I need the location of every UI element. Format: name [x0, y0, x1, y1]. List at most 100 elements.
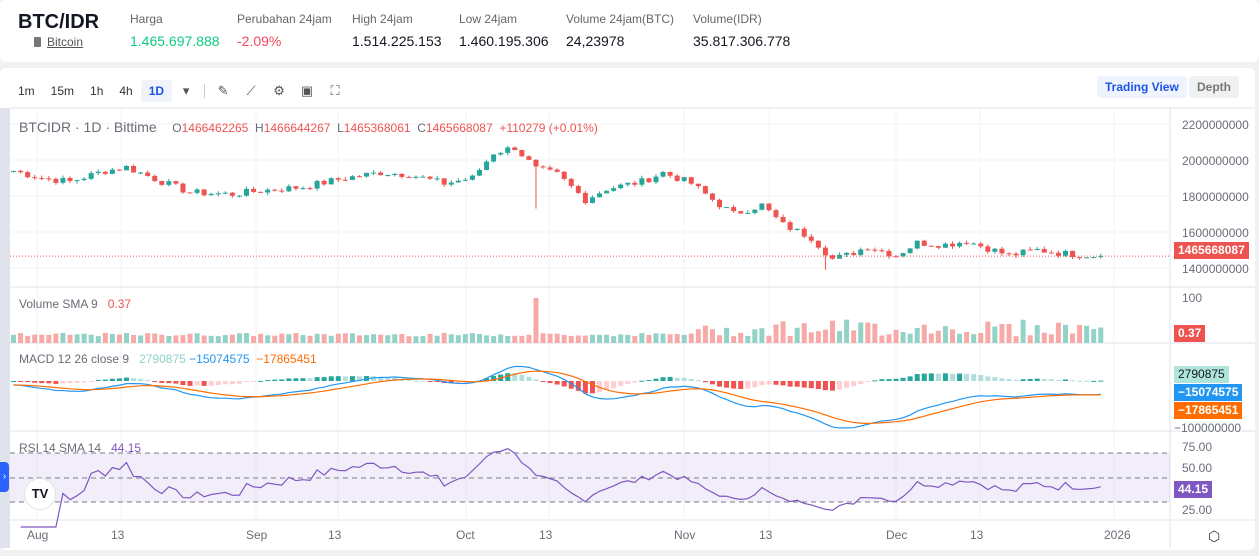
macd-histogram-bar [787, 381, 793, 387]
candle [385, 175, 391, 177]
volume-bar [208, 335, 214, 343]
coin-link[interactable]: Bitcoin [34, 35, 83, 49]
candle [893, 256, 899, 258]
volume-bar [194, 333, 200, 343]
macd-axis-label: −100000000 [1174, 421, 1242, 435]
tradingview-logo[interactable]: TV [24, 478, 56, 510]
interval-1d[interactable]: 1D [140, 80, 173, 102]
candle [187, 192, 193, 194]
volume-bar [999, 324, 1005, 343]
candle [822, 247, 828, 256]
candle [681, 177, 687, 181]
macd-histogram-bar [950, 373, 956, 381]
macd-histogram-bar [131, 378, 137, 381]
candle [589, 197, 595, 204]
chevron-down-icon[interactable]: ▾ [182, 83, 190, 98]
volume-bar [152, 333, 158, 343]
volume-bar [575, 335, 581, 343]
macd-histogram-bar [32, 381, 38, 383]
macd-histogram-bar [914, 374, 920, 381]
volume-value: 0.37 [107, 297, 132, 311]
volume-bar [244, 333, 250, 343]
interval-1h[interactable]: 1h [90, 84, 104, 98]
macd-histogram-bar [893, 378, 899, 381]
volume-bar [286, 334, 292, 343]
macd-histogram-bar [773, 381, 779, 385]
interval-1m[interactable]: 1m [18, 84, 35, 98]
time-axis-label: Dec [886, 528, 908, 542]
divider [204, 84, 206, 98]
candle [999, 248, 1005, 254]
volume-bar [893, 329, 899, 343]
candle [667, 171, 673, 176]
interval-4h[interactable]: 4h [119, 84, 133, 98]
rsi-axis-50: 50.00 [1182, 461, 1213, 475]
stat-value: 1.460.195.306 [459, 33, 549, 49]
volume-bar [222, 335, 228, 343]
coin-name[interactable]: Bitcoin [47, 35, 84, 49]
macd-histogram-bar [829, 381, 835, 391]
trading-view-button[interactable]: Trading View [1097, 76, 1187, 98]
volume-bar [1020, 319, 1026, 343]
macd-histogram-bar [780, 381, 786, 386]
candle [801, 228, 807, 237]
candle [39, 178, 45, 180]
candle [258, 191, 264, 193]
macd-histogram-bar [702, 381, 708, 383]
macd-histogram-bar [74, 381, 80, 384]
volume-bar [632, 335, 638, 343]
volume-bar [498, 334, 504, 343]
depth-button[interactable]: Depth [1189, 76, 1239, 98]
candle [342, 179, 348, 181]
macd-histogram-bar [1070, 380, 1076, 382]
candle [738, 211, 744, 214]
macd-histogram-bar [18, 381, 24, 382]
volume-bar [1077, 324, 1083, 343]
volume-bar [321, 334, 327, 343]
candle [709, 193, 715, 200]
macd-histogram-bar [88, 381, 94, 382]
candle [731, 207, 737, 212]
volume-bar [476, 333, 482, 343]
settings-icon[interactable]: ⬡ [1208, 528, 1221, 544]
save-icon[interactable]: ▣ [300, 83, 314, 98]
candle [935, 246, 941, 248]
stat-label: Perubahan 24jam [237, 12, 332, 26]
macd-histogram-bar [25, 381, 31, 383]
candle [46, 178, 52, 180]
candle [1091, 257, 1097, 259]
stat-0: Harga 1.465.697.888 [130, 12, 220, 49]
macd-histogram-bar [215, 381, 221, 386]
volume-bar [265, 335, 271, 343]
macd-histogram-bar [109, 378, 115, 381]
volume-bar [597, 334, 603, 343]
candle [32, 177, 38, 179]
macd-histogram-bar [1091, 380, 1097, 382]
candle [921, 240, 927, 246]
volume-bar [822, 329, 828, 343]
ohlc: O1466462265 H1466644267 L1465368061 C146… [172, 121, 598, 135]
candle [462, 179, 468, 181]
volume-bar [674, 334, 680, 343]
candle [491, 154, 497, 162]
volume-bar [780, 321, 786, 343]
fullscreen-icon[interactable]: ⛶ [330, 83, 340, 98]
volume-bar [25, 335, 31, 343]
indicator-icon[interactable]: ⟋ [246, 83, 256, 98]
last-price-tag: 1465668087 [1174, 242, 1249, 259]
candle [611, 188, 617, 191]
stat-3: Low 24jam 1.460.195.306 [459, 12, 549, 49]
macd-histogram-bar [229, 381, 235, 385]
candle [116, 169, 122, 171]
gear-icon[interactable]: ⚙ [273, 83, 285, 98]
macd-histogram-bar [667, 376, 673, 381]
draw-icon[interactable]: ✎ [217, 83, 229, 98]
interval-15m[interactable]: 15m [50, 84, 75, 98]
macd-histogram-bar [11, 381, 17, 382]
candle [145, 172, 151, 176]
macd-histogram-bar [258, 380, 264, 382]
macd-histogram-bar [907, 376, 913, 381]
expand-sidebar-button[interactable]: › [0, 462, 9, 492]
volume-bar [907, 333, 913, 343]
